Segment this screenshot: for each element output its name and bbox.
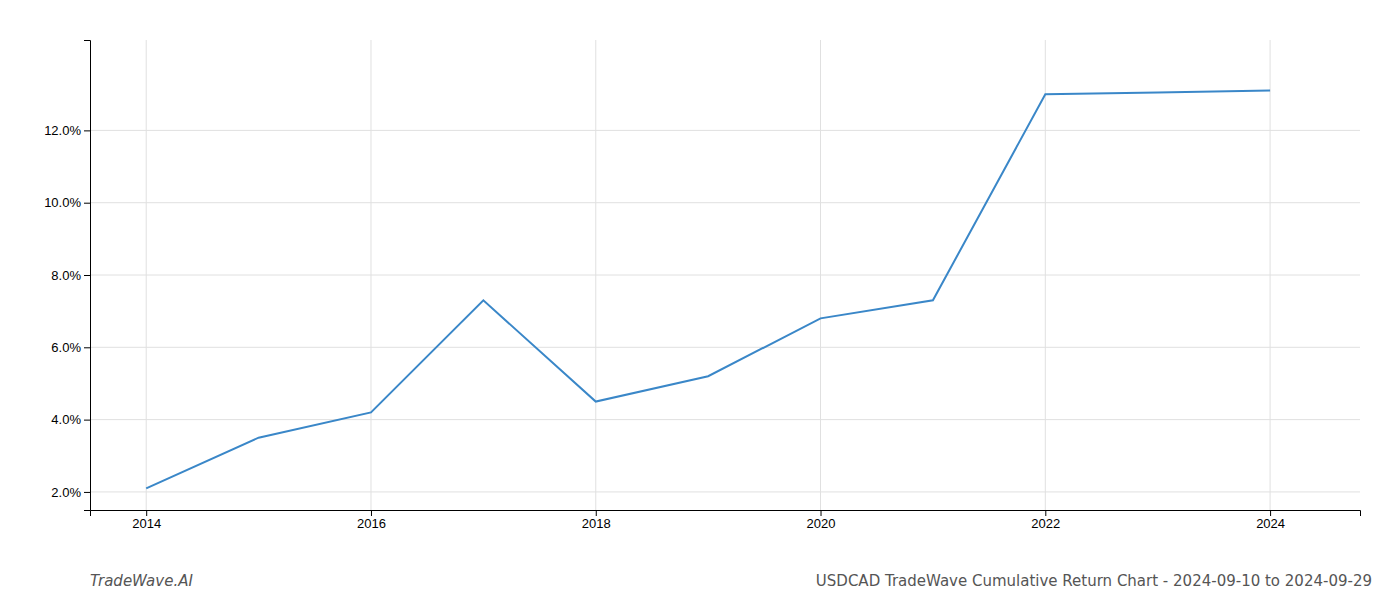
- y-tick-mark: [84, 130, 90, 131]
- watermark: TradeWave.AI: [90, 572, 193, 590]
- y-tick-mark: [84, 203, 90, 204]
- x-tick-label: 2014: [132, 516, 161, 531]
- line: [146, 91, 1270, 489]
- y-tick: 6.0%: [51, 340, 90, 355]
- y-tick: 10.0%: [44, 195, 90, 210]
- grid-line-y: [90, 275, 1360, 276]
- x-tick-mark: [146, 510, 147, 516]
- grid: [90, 40, 1360, 510]
- x-tick: 2014: [132, 510, 161, 531]
- y-tick-label: 6.0%: [51, 340, 81, 355]
- y-tick: 8.0%: [51, 268, 90, 283]
- x-tick-mark: [1045, 510, 1046, 516]
- y-axis-line: [84, 41, 91, 511]
- plot: 2014 2016 2018 2020 2022 2024 2.0% 4.0% 6.0% 8.0%…: [44, 40, 1360, 531]
- y-tick-label: 2.0%: [51, 485, 81, 500]
- x-tick: 2020: [807, 510, 836, 531]
- x-tick-mark: [371, 510, 372, 516]
- x-tick-label: 2022: [1031, 516, 1060, 531]
- y-tick-mark: [84, 275, 90, 276]
- x-tick-label: 2016: [357, 516, 386, 531]
- y-tick: 4.0%: [51, 412, 90, 427]
- y-tick-label: 8.0%: [51, 268, 81, 283]
- chart: 2014 2016 2018 2020 2022 2024 2.0% 4.0% 6.0% 8.0%…: [0, 0, 1400, 600]
- y-tick: 2.0%: [51, 485, 90, 500]
- x-tick-label: 2024: [1256, 516, 1285, 531]
- y-tick-mark: [84, 420, 90, 421]
- y-axis: 2.0% 4.0% 6.0% 8.0% 10.0% 12.0%: [44, 41, 90, 511]
- x-tick-mark: [821, 510, 822, 516]
- grid-line-y: [90, 419, 1360, 420]
- lines: [146, 91, 1270, 489]
- grid-line-y: [90, 491, 1360, 492]
- y-tick-label: 4.0%: [51, 412, 81, 427]
- grid-line-y: [90, 130, 1360, 131]
- y-tick-mark: [84, 347, 90, 348]
- y-tick-mark: [84, 492, 90, 493]
- x-tick-label: 2018: [582, 516, 611, 531]
- x-tick: 2022: [1031, 510, 1060, 531]
- y-tick-label: 12.0%: [44, 123, 81, 138]
- x-tick: 2024: [1256, 510, 1285, 531]
- grid-line-y: [90, 347, 1360, 348]
- x-tick-label: 2020: [807, 516, 836, 531]
- x-axis: 2014 2016 2018 2020 2022 2024: [91, 510, 1361, 531]
- y-tick-label: 10.0%: [44, 195, 81, 210]
- x-tick-mark: [596, 510, 597, 516]
- y-tick: 12.0%: [44, 123, 90, 138]
- grid-line-y: [90, 202, 1360, 203]
- x-tick: 2018: [582, 510, 611, 531]
- x-tick: 2016: [357, 510, 386, 531]
- x-axis-line: [91, 511, 1361, 517]
- x-tick-mark: [1270, 510, 1271, 516]
- title: USDCAD TradeWave Cumulative Return Chart…: [816, 572, 1372, 590]
